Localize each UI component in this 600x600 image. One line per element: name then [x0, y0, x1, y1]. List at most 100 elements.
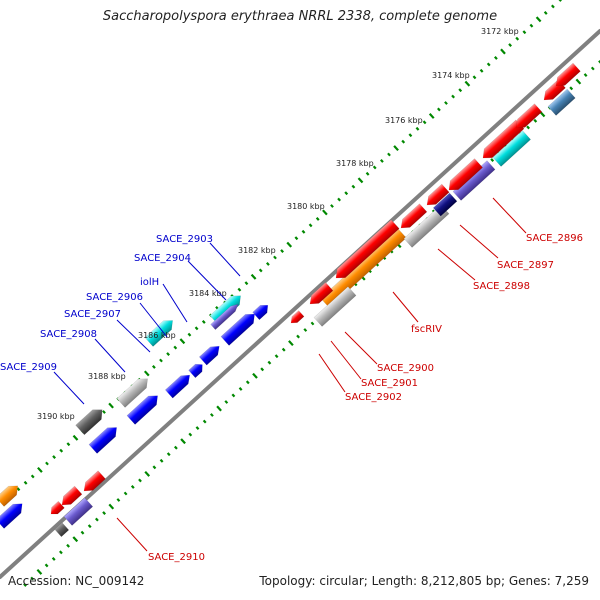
gene-label[interactable]: SACE_2907	[64, 309, 121, 320]
gene-arrow[interactable]	[492, 130, 531, 167]
minor-tick	[281, 347, 286, 352]
gene-arrow[interactable]	[144, 316, 177, 347]
gene-arrow[interactable]	[313, 286, 357, 327]
gene-arrow[interactable]	[512, 103, 543, 132]
minor-tick	[23, 583, 27, 587]
gene-arrow[interactable]	[252, 302, 272, 321]
major-tick	[288, 340, 294, 347]
gene-arrow[interactable]	[164, 371, 193, 399]
gene-label[interactable]: SACE_2898	[473, 281, 530, 292]
minor-tick	[583, 73, 588, 78]
gene-arrow[interactable]	[0, 499, 26, 529]
minor-tick	[245, 380, 250, 385]
minor-tick	[116, 498, 121, 502]
gene-arrow[interactable]	[58, 485, 83, 509]
minor-tick	[486, 62, 491, 67]
gene-label[interactable]: iolH	[140, 277, 159, 288]
gene-label[interactable]: SACE_2904	[134, 253, 191, 264]
minor-tick	[188, 432, 193, 437]
major-tick	[535, 16, 542, 23]
minor-tick	[274, 354, 279, 359]
gene-label[interactable]: SACE_2902	[345, 392, 402, 403]
minor-tick	[310, 321, 315, 326]
gene-arrow[interactable]	[0, 481, 22, 507]
leader-line	[162, 283, 188, 323]
leader-line	[94, 338, 126, 373]
gene-arrow[interactable]	[220, 310, 259, 346]
gene-arrow[interactable]	[423, 183, 450, 209]
minor-tick	[66, 543, 70, 548]
minor-tick	[173, 345, 178, 350]
minor-tick	[166, 352, 170, 357]
gene-arrow[interactable]	[432, 192, 458, 217]
gene-label[interactable]: SACE_2901	[361, 378, 418, 389]
kbp-label: 3186 kbp	[138, 331, 176, 340]
minor-tick	[224, 400, 229, 404]
minor-tick	[166, 452, 171, 457]
gene-arrow[interactable]	[63, 497, 94, 526]
minor-tick	[303, 328, 308, 332]
outer-tick-track	[1, 0, 562, 506]
minor-tick	[44, 563, 49, 568]
minor-tick	[372, 165, 377, 170]
gene-arrow[interactable]	[188, 361, 206, 379]
gene-arrow[interactable]	[210, 302, 241, 330]
minor-tick	[451, 94, 455, 99]
minor-tick	[174, 445, 178, 450]
major-tick	[428, 113, 435, 119]
minor-tick	[437, 107, 441, 112]
major-tick	[575, 78, 582, 85]
gene-label[interactable]: SACE_2909	[0, 362, 57, 373]
accession-text: Accession: NC_009142	[8, 574, 145, 588]
minor-tick	[315, 217, 320, 221]
minor-tick	[201, 319, 206, 324]
gene-arrow[interactable]	[288, 310, 305, 326]
gene-label[interactable]: SACE_2900	[377, 363, 434, 374]
major-tick	[108, 402, 114, 409]
gene-label[interactable]: SACE_2896	[526, 233, 583, 244]
gene-label[interactable]: SACE_2903	[156, 234, 213, 245]
gene-label[interactable]: SACE_2910	[148, 552, 205, 563]
gene-label[interactable]: SACE_2906	[86, 292, 143, 303]
gene-arrow[interactable]	[126, 391, 162, 425]
gene-arrow[interactable]	[397, 203, 428, 232]
gene-arrow[interactable]	[547, 88, 576, 116]
gene-arrow[interactable]	[479, 119, 525, 163]
kbp-label: 3190 kbp	[37, 412, 75, 421]
gene-arrow[interactable]	[320, 227, 407, 309]
gene-arrow[interactable]	[445, 158, 483, 195]
minor-tick	[95, 517, 99, 522]
minor-tick	[458, 88, 463, 93]
minor-tick	[533, 118, 538, 123]
gene-arrow[interactable]	[306, 282, 334, 308]
minor-tick	[51, 557, 56, 561]
gene-label[interactable]: SACE_2908	[40, 329, 97, 340]
gene-arrow[interactable]	[80, 470, 106, 495]
minor-tick	[80, 530, 85, 535]
major-tick	[393, 145, 399, 152]
gene-arrow[interactable]	[75, 405, 107, 436]
gene-label[interactable]: fscRIV	[411, 324, 442, 335]
gene-arrow[interactable]	[332, 219, 400, 283]
gene-arrow[interactable]	[552, 62, 581, 90]
minor-tick	[152, 465, 157, 470]
gene-arrow[interactable]	[54, 522, 70, 538]
minor-tick	[522, 30, 527, 35]
minor-tick	[267, 360, 272, 365]
kbp-label: 3184 kbp	[189, 289, 227, 298]
leader-line	[459, 224, 499, 259]
minor-tick	[30, 474, 35, 479]
major-tick	[72, 434, 79, 441]
gene-arrow[interactable]	[88, 423, 121, 454]
gene-label[interactable]: SACE_2897	[497, 260, 554, 271]
minor-tick	[23, 480, 28, 485]
kbp-scale-labels: 3172 kbp 3174 kbp 3176 kbp 3178 kbp 3180 kbp…	[37, 27, 519, 421]
gene-arrow[interactable]	[403, 204, 450, 248]
gene-arrow[interactable]	[116, 374, 152, 408]
major-tick	[72, 536, 79, 543]
kbp-label: 3180 kbp	[287, 202, 325, 211]
gene-arrow[interactable]	[48, 500, 65, 517]
major-tick	[143, 370, 150, 377]
gene-arrow[interactable]	[198, 342, 223, 366]
